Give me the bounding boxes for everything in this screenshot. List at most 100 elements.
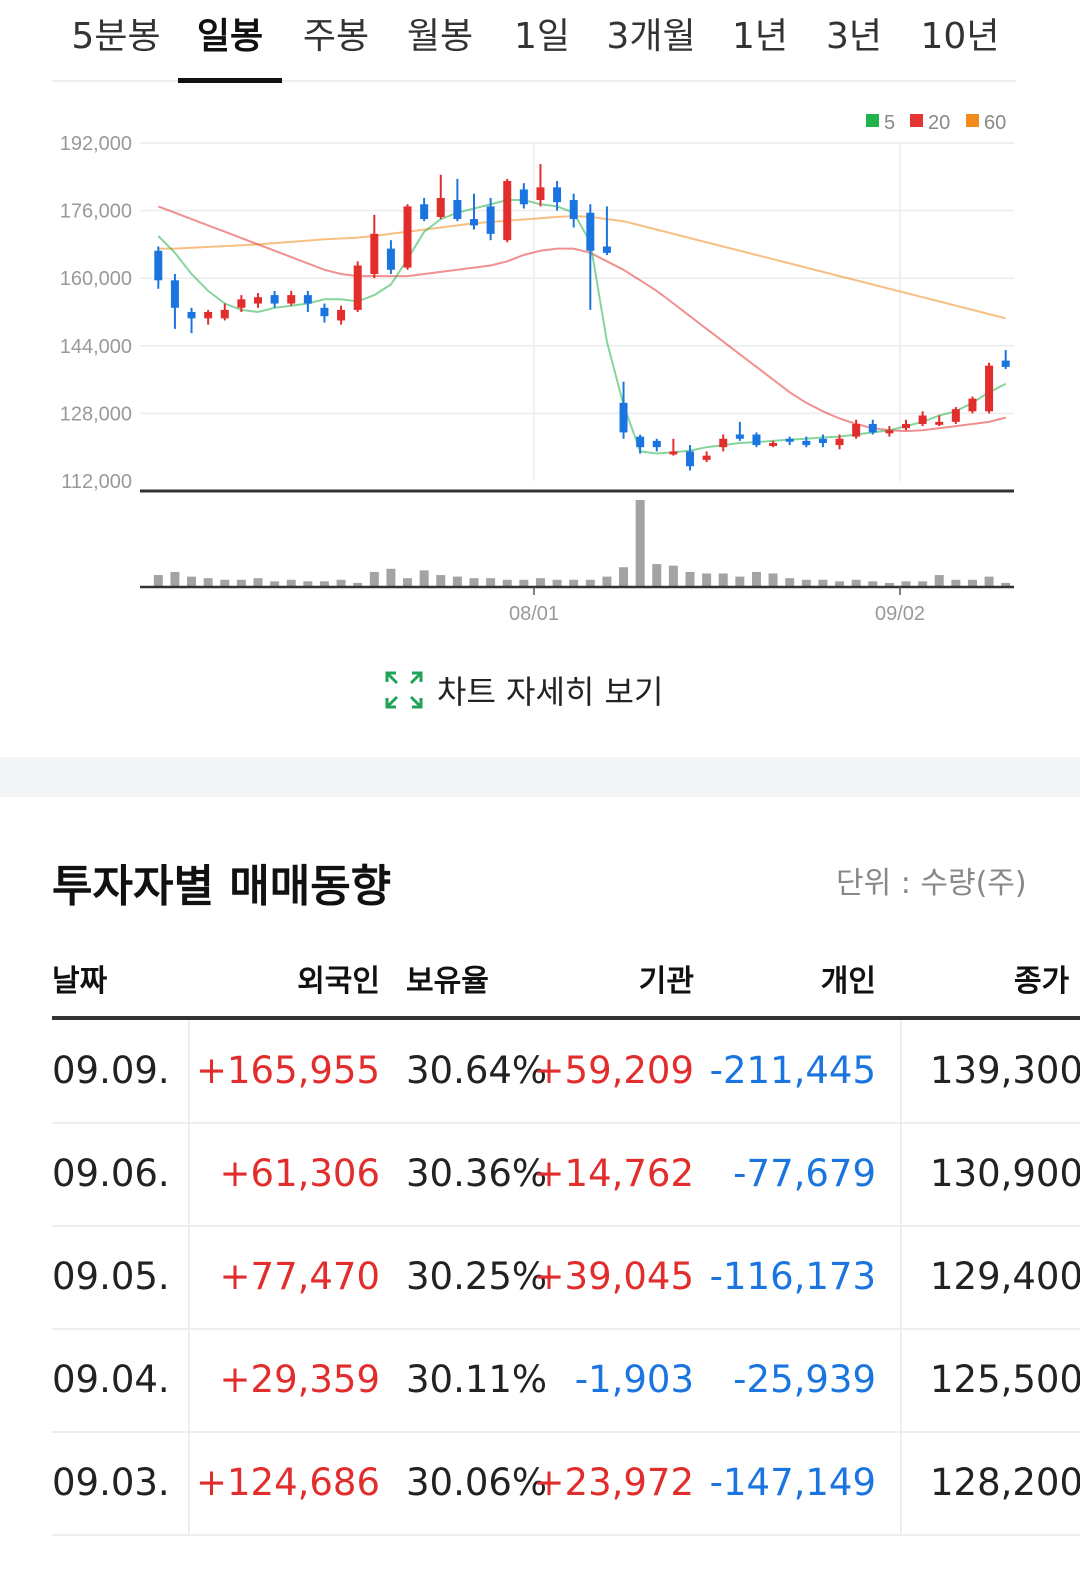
candle-body (686, 451, 694, 467)
table-row[interactable]: 09.09. +165,955 30.64% +59,209 -211,445 … (52, 1020, 1080, 1124)
candle-body (386, 248, 395, 270)
stock-chart[interactable]: 192,000 176,000 160,000 144,000 128,000 112,0… (0, 80, 1080, 640)
candle-body (536, 187, 545, 201)
volume-bar (585, 579, 595, 586)
row-divider (900, 1123, 902, 1225)
candle-body (802, 440, 811, 446)
row-date: 09.06. (52, 1152, 170, 1195)
row-divider (188, 1226, 190, 1328)
row-close: 125,500 (930, 1358, 1080, 1401)
x-tick-label: 09/02 (875, 603, 925, 625)
volume-bar (303, 581, 313, 586)
volume-bar (286, 579, 296, 586)
candle-body (503, 181, 512, 241)
volume-bar (552, 579, 562, 586)
table-row[interactable]: 09.03. +124,686 30.06% +23,972 -147,149 … (52, 1432, 1080, 1536)
row-divider (188, 1432, 190, 1534)
volume-bar (469, 578, 479, 586)
tab-1day[interactable]: 1일 (513, 16, 571, 57)
candle-body (835, 438, 844, 446)
column-foreign: 외국인 (297, 964, 380, 999)
volume-bar (220, 579, 230, 586)
volume-bar (319, 581, 329, 586)
candle-body (702, 455, 711, 460)
volume-bar (751, 571, 761, 586)
tab-weekly[interactable]: 주봉 (302, 16, 370, 57)
unit-label: 단위 : 수량(주) (836, 866, 1027, 901)
tab-3month[interactable]: 3개월 (606, 16, 696, 57)
row-divider (188, 1329, 190, 1431)
row-foreign: +29,359 (219, 1358, 380, 1401)
row-divider (900, 1329, 902, 1431)
row-foreign: +124,686 (195, 1461, 380, 1504)
row-close: 130,900 (930, 1152, 1080, 1195)
row-institution: -1,903 (574, 1358, 694, 1401)
table-row[interactable]: 09.06. +61,306 30.36% +14,762 -77,679 13… (52, 1123, 1080, 1227)
legend-swatch (910, 114, 923, 127)
candle-body (868, 423, 877, 433)
row-ratio: 30.11% (406, 1358, 548, 1401)
candle-body (752, 434, 761, 446)
tab-5min[interactable]: 5분봉 (71, 16, 161, 57)
candle-body (652, 440, 661, 448)
tab-monthly[interactable]: 월봉 (406, 16, 474, 57)
tab-10year[interactable]: 10년 (920, 16, 1000, 57)
volume-bar (187, 576, 197, 586)
candle-body (154, 250, 163, 281)
candle-body (602, 246, 611, 253)
row-individual: -147,149 (709, 1461, 876, 1504)
row-individual: -116,173 (709, 1255, 876, 1298)
row-close: 139,300 (930, 1049, 1080, 1092)
table-row[interactable]: 09.04. +29,359 30.11% -1,903 -25,939 125… (52, 1329, 1080, 1433)
ma20-line (157, 205, 1006, 433)
candle-body (968, 398, 977, 412)
volume-bar (668, 565, 678, 586)
volume-bar (735, 576, 745, 586)
row-foreign: +77,470 (219, 1255, 380, 1298)
row-date: 09.05. (52, 1255, 170, 1298)
row-institution: +23,972 (533, 1461, 694, 1504)
volume-bar (801, 579, 811, 586)
candle-body (170, 280, 179, 308)
row-ratio: 30.64% (406, 1049, 548, 1092)
volume-bar (519, 579, 529, 586)
chart-detail-link[interactable]: 차트 자세히 보기 (385, 665, 663, 715)
candle-body (370, 233, 379, 274)
candle-body (553, 187, 562, 203)
table-row[interactable]: 09.05. +77,470 30.25% +39,045 -116,173 1… (52, 1226, 1080, 1330)
row-divider (188, 1020, 190, 1122)
candle-body (403, 206, 412, 268)
y-tick-label: 192,000 (60, 133, 132, 155)
volume-bar (702, 573, 712, 586)
candle-body (569, 200, 578, 220)
row-institution: +39,045 (533, 1255, 694, 1298)
row-date: 09.09. (52, 1049, 170, 1092)
volume-bar (569, 579, 579, 586)
volume-bar (535, 578, 545, 586)
volume-bar (452, 576, 462, 586)
tab-1year[interactable]: 1년 (731, 16, 789, 57)
candle-body (902, 423, 910, 429)
section-title: 투자자별 매매동향 (52, 861, 392, 912)
column-ratio: 보유율 (406, 964, 489, 999)
volume-bar (868, 581, 878, 586)
volume-bar (270, 581, 280, 586)
candle-body (769, 442, 778, 446)
volume-bar (502, 579, 512, 586)
tab-daily[interactable]: 일봉 (178, 14, 282, 83)
row-date: 09.04. (52, 1358, 170, 1401)
tab-3year[interactable]: 3년 (825, 16, 883, 57)
volume-bar (336, 579, 346, 586)
row-date: 09.03. (52, 1461, 170, 1504)
ma5-line (157, 199, 1007, 455)
row-individual: -25,939 (733, 1358, 876, 1401)
row-divider (900, 1020, 902, 1122)
volume-bar (785, 578, 795, 586)
volume-bar (967, 579, 977, 586)
volume-bar (153, 575, 163, 586)
candle-body (1001, 360, 1010, 367)
volume-bar (984, 576, 994, 586)
volume-bar (884, 582, 894, 586)
section-divider (0, 757, 1080, 797)
candle-body (951, 409, 960, 422)
